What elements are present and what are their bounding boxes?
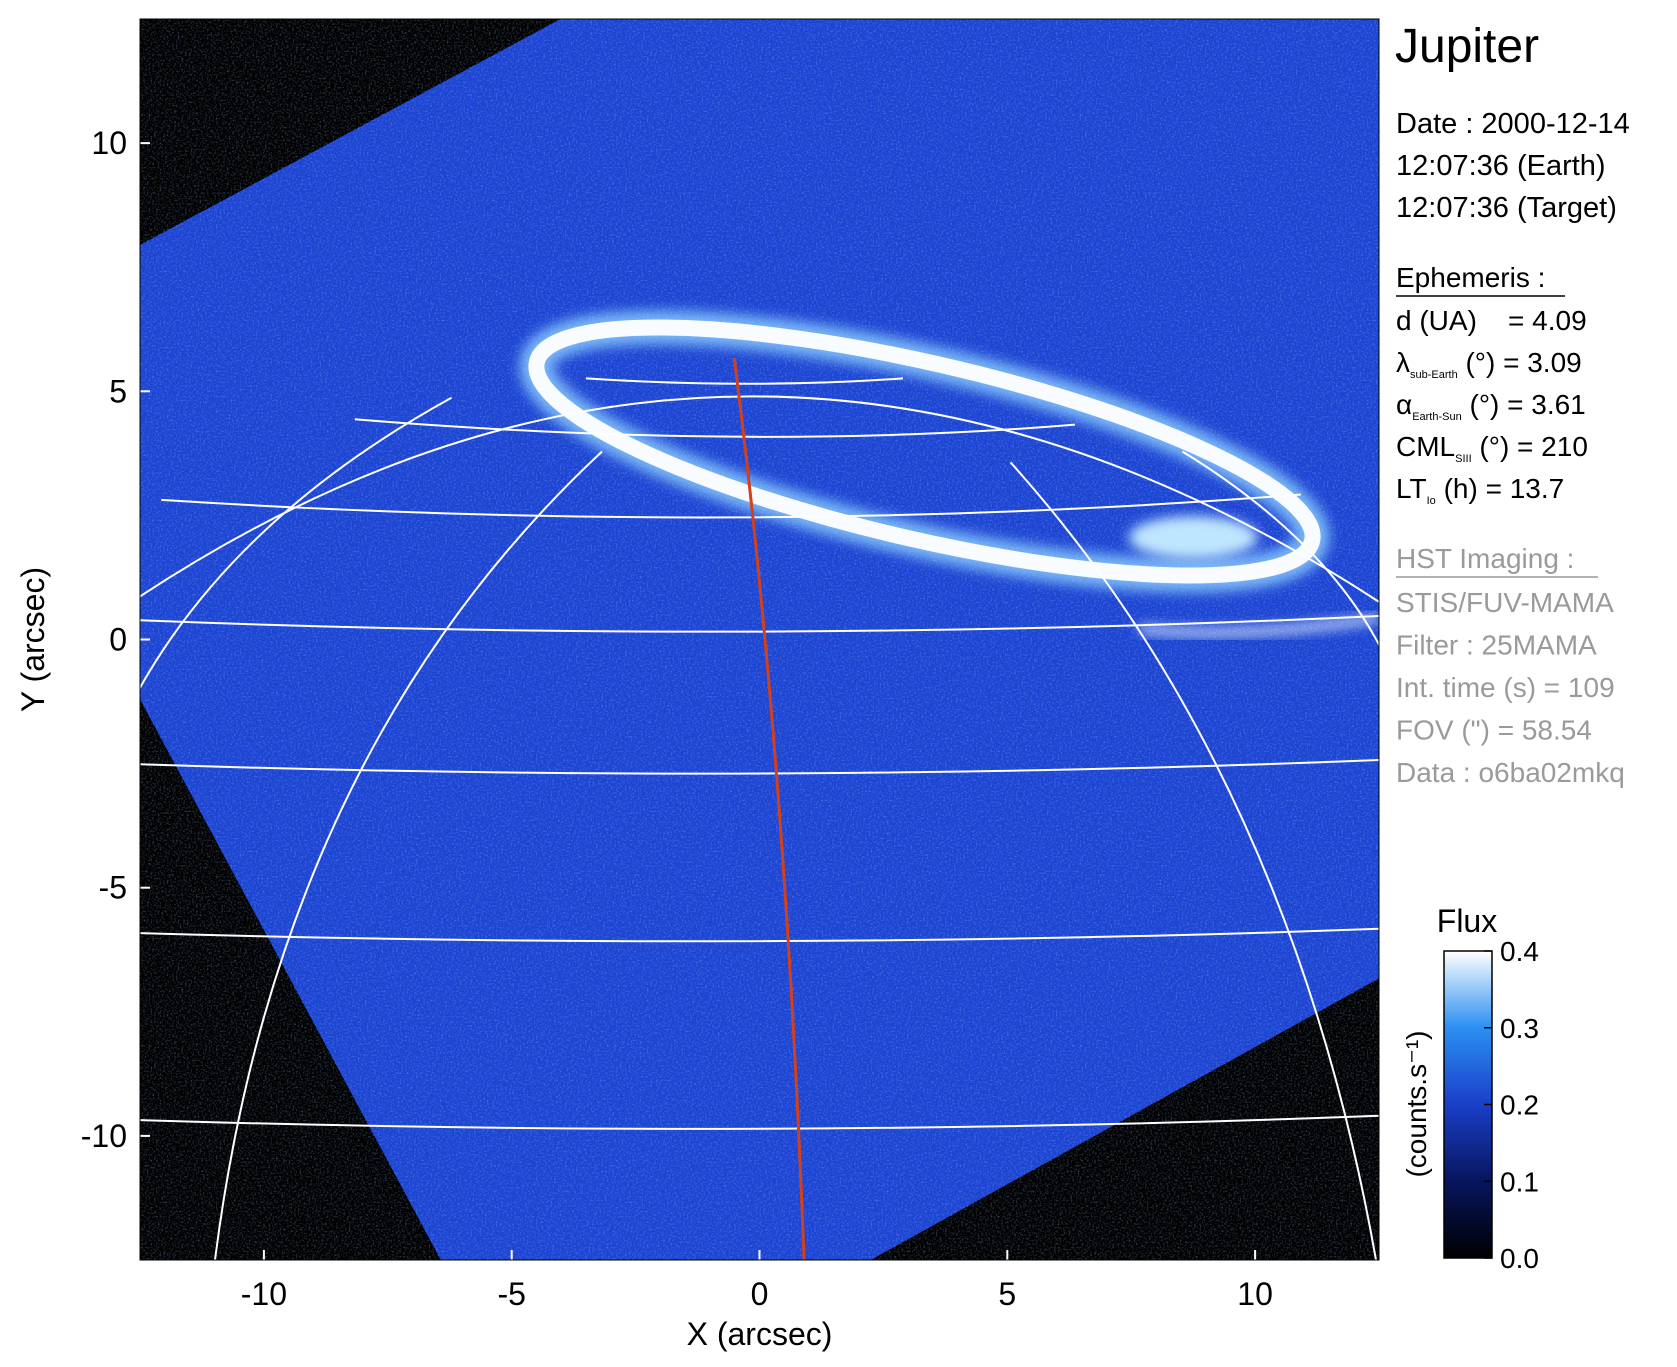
planet-grid	[354, 418, 1076, 438]
x-tick-label: 5	[998, 1276, 1016, 1312]
subscript: Io	[1427, 495, 1436, 507]
symbol: LT	[1396, 473, 1427, 504]
y-tick-label: -10	[81, 1118, 127, 1154]
planet-grid	[214, 450, 603, 1260]
planet-grid	[1009, 461, 1377, 1260]
planet-grid	[140, 759, 1379, 775]
imaging-row: Int. time (s) = 109	[1396, 672, 1615, 703]
imaging-row: Filter : 25MAMA	[1396, 630, 1597, 661]
subscript: Earth-Sun	[1412, 411, 1462, 423]
imaging-row: STIS/FUV-MAMA	[1396, 587, 1614, 618]
y-tick-label: -5	[99, 870, 127, 906]
row-text: (°) = 3.61	[1462, 389, 1586, 420]
planet-grid	[140, 396, 452, 689]
ephemeris-heading: Ephemeris :	[1396, 262, 1545, 293]
x-tick-label: -10	[241, 1276, 287, 1312]
colorbar-tick-label: 0.1	[1500, 1166, 1539, 1197]
colorbar-tick-label: 0.4	[1500, 936, 1539, 967]
colorbar-title: Flux	[1437, 903, 1497, 939]
date-line: Date : 2000-12-14	[1396, 108, 1630, 140]
aurora-blob	[1128, 516, 1258, 559]
subscript: sub-Earth	[1410, 369, 1458, 381]
imaging-row: Data : o6ba02mkq	[1396, 757, 1625, 788]
plot-frame	[139, 18, 1380, 1261]
colorbar-tick-label: 0.3	[1500, 1013, 1539, 1044]
aurora-tail	[1139, 614, 1379, 636]
detector-noise	[140, 19, 1379, 1260]
y-tick-label: 0	[109, 622, 127, 658]
x-tick-label: -5	[497, 1276, 525, 1312]
ephemeris-row: LTIo (h) = 13.7	[1396, 473, 1564, 507]
symbol: α	[1396, 389, 1412, 420]
planet-grid	[585, 377, 904, 385]
planet-grid	[140, 927, 1379, 943]
imaging-heading: HST Imaging :	[1396, 543, 1574, 574]
date-line: 12:07:36 (Earth)	[1396, 150, 1606, 182]
subscript: SIII	[1455, 453, 1472, 465]
ephemeris-row: λsub-Earth (°) = 3.09	[1396, 347, 1582, 381]
ephemeris-row: CMLSIII (°) = 210	[1396, 431, 1588, 465]
colorbar-tick-label: 0.2	[1500, 1090, 1539, 1121]
colorbar-tick-label: 0.0	[1500, 1243, 1539, 1274]
x-axis-label: X (arcsec)	[687, 1316, 833, 1352]
row-text: (h) = 13.7	[1436, 473, 1564, 504]
y-axis-label: Y (arcsec)	[15, 567, 51, 712]
aurora-oval	[528, 319, 1321, 584]
symbol: λ	[1396, 347, 1410, 378]
planet-grid	[1181, 450, 1379, 646]
ephemeris-row: d (UA) = 4.09	[1396, 305, 1587, 336]
date-line: 12:07:36 (Target)	[1396, 192, 1617, 224]
planet-grid	[140, 1114, 1379, 1130]
planet-grid	[140, 615, 1379, 633]
imaging-row: FOV (") = 58.54	[1396, 715, 1592, 746]
planet-grid	[161, 493, 1301, 519]
row-text: (°) = 210	[1472, 431, 1588, 462]
planet-title: Jupiter	[1395, 20, 1539, 73]
central-meridian	[732, 357, 806, 1260]
y-tick-label: 5	[109, 373, 127, 409]
ephemeris-row: αEarth-Sun (°) = 3.61	[1396, 389, 1586, 423]
row-text: (°) = 3.09	[1458, 347, 1582, 378]
x-tick-label: 0	[751, 1276, 769, 1312]
colorbar-unit: (counts.s⁻¹)	[1401, 1030, 1432, 1177]
x-tick-label: 10	[1237, 1276, 1273, 1312]
symbol: CML	[1396, 431, 1455, 462]
image-layer	[140, 19, 1379, 1260]
planet-grid	[140, 395, 1379, 603]
row-text: d (UA) = 4.09	[1396, 305, 1587, 336]
y-tick-label: 10	[91, 125, 127, 161]
